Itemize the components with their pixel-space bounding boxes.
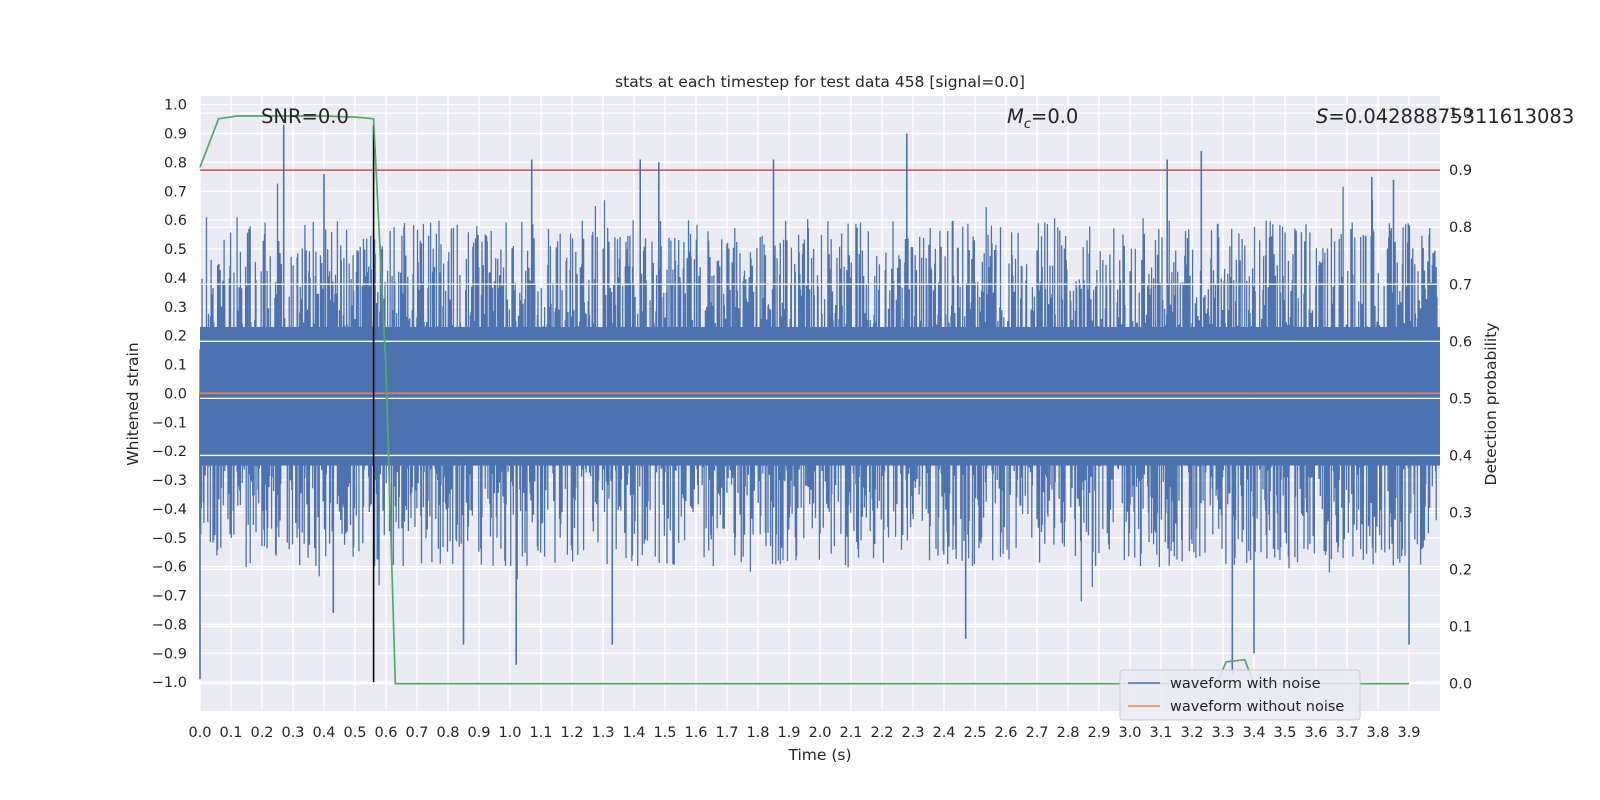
x-tick-9: 0.9: [467, 725, 490, 741]
x-tick-31: 3.1: [1149, 725, 1172, 741]
y-tick-left-18: −0.8: [152, 617, 187, 633]
chart-title: stats at each timestep for test data 458…: [615, 73, 1025, 91]
s-symbol: S: [1316, 105, 1328, 128]
x-tick-1: 0.1: [219, 725, 242, 741]
y-tick-left-13: −0.3: [152, 473, 187, 489]
y-tick-right-1: 0.9: [1449, 163, 1472, 179]
y-tick-right-6: 0.4: [1449, 448, 1472, 464]
x-tick-39: 3.9: [1397, 725, 1420, 741]
x-tick-24: 2.4: [932, 725, 955, 741]
s-value: =0.04288875311613083: [1328, 105, 1574, 128]
y-tick-right-5: 0.5: [1449, 391, 1472, 407]
y-axis-label-right: Detection probability: [1482, 323, 1500, 486]
x-ticks: 0.0 0.1 0.2 0.3 0.4 0.5 0.6 0.7 0.8 0.9 1.0 1.1 1.2 1…: [188, 725, 1420, 741]
mc-symbol: M: [1007, 105, 1024, 128]
y-tick-left-10: 0.0: [164, 386, 187, 402]
y-tick-right-9: 0.1: [1449, 620, 1472, 636]
x-tick-37: 3.7: [1335, 725, 1358, 741]
x-tick-12: 1.2: [560, 725, 583, 741]
x-tick-6: 0.6: [374, 725, 397, 741]
y-tick-left-8: 0.2: [164, 329, 187, 345]
mc-subscript: c: [1024, 117, 1031, 132]
y-tick-left-2: 0.8: [164, 155, 187, 171]
x-tick-29: 2.9: [1087, 725, 1110, 741]
y-tick-left-16: −0.6: [152, 560, 187, 576]
detection-probability-line: [199, 115, 1409, 685]
x-tick-22: 2.2: [870, 725, 893, 741]
y-tick-left-14: −0.4: [152, 502, 187, 518]
x-tick-10: 1.0: [498, 725, 521, 741]
y-tick-left-5: 0.5: [164, 242, 187, 258]
x-tick-34: 3.4: [1242, 725, 1265, 741]
snr-annotation: SNR=0.0: [261, 105, 349, 128]
series-layer: [199, 115, 1440, 685]
x-tick-38: 3.8: [1366, 725, 1389, 741]
y-tick-right-2: 0.8: [1449, 220, 1472, 236]
y-tick-left-11: −0.1: [152, 415, 187, 431]
x-tick-11: 1.1: [529, 725, 552, 741]
y-tick-left-9: 0.1: [164, 358, 187, 374]
mc-value: =0.0: [1031, 105, 1078, 128]
x-tick-35: 3.5: [1273, 725, 1296, 741]
x-tick-36: 3.6: [1304, 725, 1327, 741]
s-annotation: S=0.04288875311613083: [1316, 105, 1574, 128]
x-tick-26: 2.6: [994, 725, 1017, 741]
x-tick-13: 1.3: [591, 725, 614, 741]
y-tick-right-0: 1.0: [1449, 106, 1472, 122]
x-tick-15: 1.5: [653, 725, 676, 741]
x-tick-17: 1.7: [715, 725, 738, 741]
y-tick-left-12: −0.2: [152, 444, 187, 460]
x-tick-33: 3.3: [1211, 725, 1234, 741]
x-tick-5: 0.5: [343, 725, 366, 741]
x-tick-28: 2.8: [1056, 725, 1079, 741]
y-tick-left-1: 0.9: [164, 127, 187, 143]
y-tick-left-6: 0.4: [164, 271, 187, 287]
y-tick-left-15: −0.5: [152, 531, 187, 547]
x-tick-16: 1.6: [684, 725, 707, 741]
waveform-with-noise-core: [200, 326, 1440, 466]
x-tick-3: 0.3: [281, 725, 304, 741]
y-tick-left-17: −0.7: [152, 589, 187, 605]
x-tick-20: 2.0: [808, 725, 831, 741]
x-tick-0: 0.0: [188, 725, 211, 741]
y-tick-right-10: 0.0: [1449, 677, 1472, 693]
y-tick-left-0: 1.0: [164, 98, 187, 114]
y-tick-left-7: 0.3: [164, 300, 187, 316]
y-tick-right-4: 0.6: [1449, 334, 1472, 350]
legend-box: [1119, 669, 1361, 721]
y-tick-left-20: −1.0: [152, 675, 187, 691]
chirp-mass-annotation: Mc=0.0: [1007, 105, 1078, 132]
y-tick-right-7: 0.3: [1449, 505, 1472, 521]
x-tick-19: 1.9: [777, 725, 800, 741]
y-tick-left-19: −0.9: [152, 646, 187, 662]
x-tick-21: 2.1: [839, 725, 862, 741]
x-tick-18: 1.8: [746, 725, 769, 741]
x-tick-7: 0.7: [405, 725, 428, 741]
legend: waveform with noise waveform without noi…: [1119, 669, 1361, 721]
x-tick-2: 0.2: [250, 725, 273, 741]
x-tick-23: 2.3: [901, 725, 924, 741]
legend-label-clean: waveform without noise: [1170, 699, 1344, 715]
x-tick-32: 3.2: [1180, 725, 1203, 741]
y-tick-left-4: 0.6: [164, 213, 187, 229]
legend-label-noise: waveform with noise: [1170, 676, 1321, 692]
y-tick-right-3: 0.7: [1449, 277, 1472, 293]
y-ticks-right: 1.0 0.9 0.8 0.7 0.6 0.5 0.4 0.3 0.2 0.1 0.0: [1449, 106, 1472, 693]
y-tick-left-3: 0.7: [164, 184, 187, 200]
x-tick-30: 3.0: [1118, 725, 1141, 741]
y-tick-right-8: 0.2: [1449, 563, 1472, 579]
x-tick-4: 0.4: [312, 725, 335, 741]
y-axis-label-left: Whitened strain: [124, 342, 142, 465]
x-tick-8: 0.8: [436, 725, 459, 741]
x-tick-25: 2.5: [963, 725, 986, 741]
y-ticks-left: 1.0 0.9 0.8 0.7 0.6 0.5 0.4 0.3 0.2 0.1 0.0 −0.1 −0.…: [152, 98, 187, 691]
x-tick-27: 2.7: [1025, 725, 1048, 741]
x-tick-14: 1.4: [622, 725, 645, 741]
x-axis-label: Time (s): [787, 746, 851, 764]
